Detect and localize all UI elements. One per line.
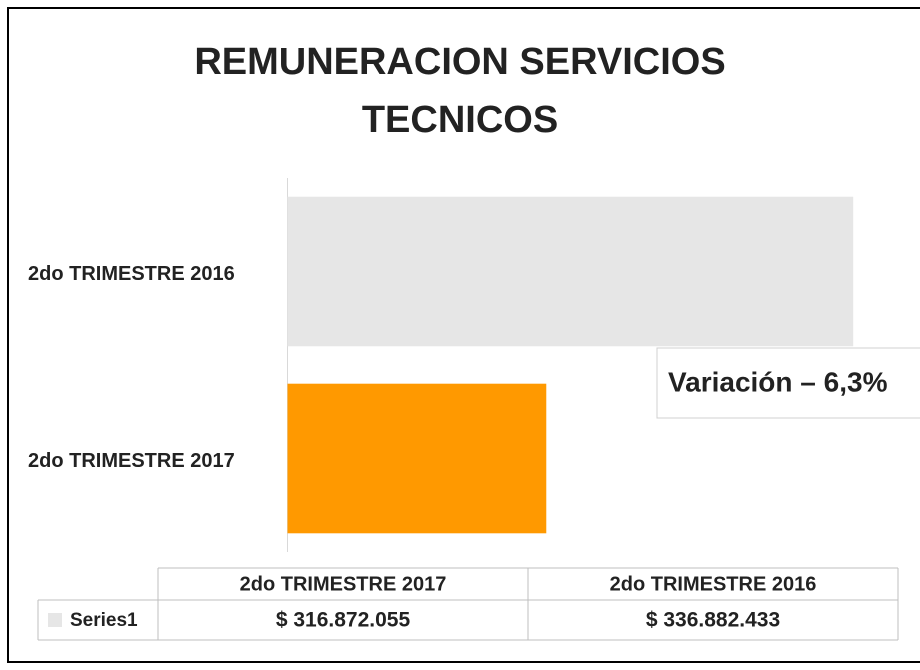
- chart-title: REMUNERACION SERVICIOS: [194, 41, 725, 83]
- bar: [287, 196, 854, 347]
- table-grid: [37, 567, 899, 641]
- table-header: 2do TRIMESTRE 2017: [240, 573, 447, 595]
- annotation-box: [656, 347, 920, 419]
- chart-title: TECNICOS: [362, 99, 558, 141]
- legend-label: Series1: [70, 610, 138, 631]
- annotation: Variación – 6,3%: [668, 366, 888, 397]
- table-value: $ 336.882.433: [646, 609, 780, 632]
- y-tick-label: 2do TRIMESTRE 2016: [28, 263, 235, 285]
- table-value: $ 316.872.055: [276, 609, 411, 632]
- legend-key: [48, 613, 62, 627]
- y-tick-label: 2do TRIMESTRE 2017: [28, 450, 235, 472]
- bar: [287, 383, 547, 534]
- table-header: 2do TRIMESTRE 2016: [610, 573, 817, 595]
